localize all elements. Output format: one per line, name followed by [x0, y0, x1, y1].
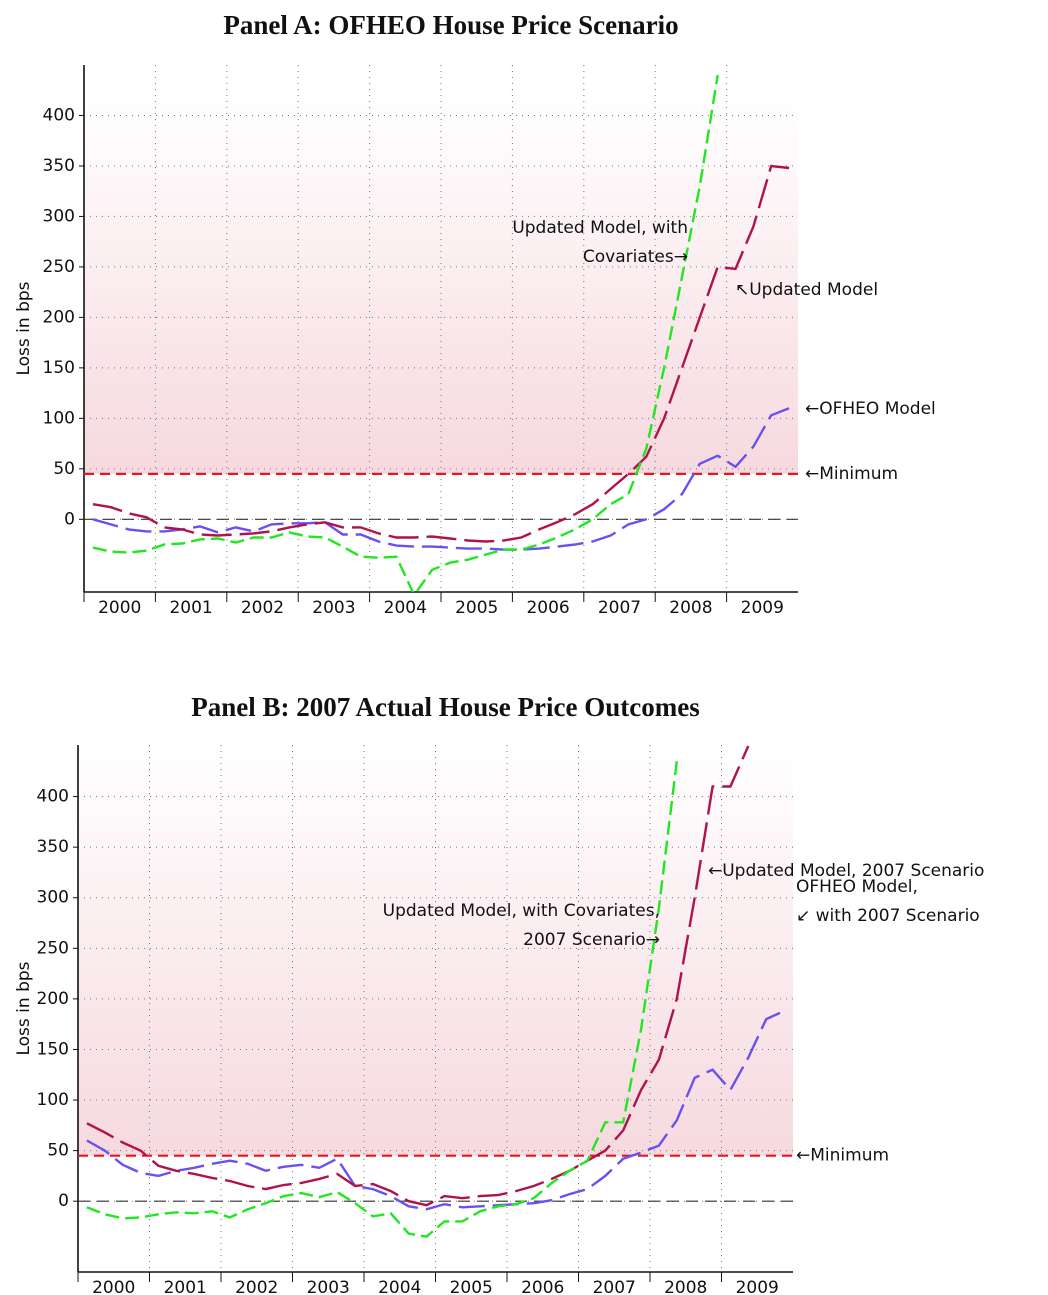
- annotation: ↙ with 2007 Scenario: [796, 906, 980, 926]
- x-tick-label: 2005: [455, 598, 498, 618]
- x-tick-label: 2003: [312, 598, 355, 618]
- y-tick-label: 50: [53, 459, 75, 479]
- x-tick-label: 2004: [378, 1278, 421, 1295]
- y-axis-label: Loss in bps: [14, 281, 34, 375]
- y-tick-label: 250: [43, 257, 75, 277]
- y-tick-label: 0: [58, 1191, 69, 1211]
- x-tick-label: 2009: [741, 598, 784, 618]
- x-tick-label: 2000: [98, 598, 141, 618]
- x-tick-label: 2007: [598, 598, 641, 618]
- reference-label: ←Minimum: [796, 1146, 889, 1166]
- y-tick-label: 400: [43, 105, 75, 125]
- annotation: ←OFHEO Model: [805, 399, 936, 419]
- y-tick-label: 150: [37, 1039, 69, 1059]
- annotation: ↖Updated Model: [735, 280, 878, 300]
- chart-title: Panel A: OFHEO House Price Scenario: [223, 10, 678, 40]
- series-line: [92, 164, 790, 543]
- x-tick-label: 2009: [736, 1278, 779, 1295]
- x-tick-label: 2006: [521, 1278, 564, 1295]
- series-line: [86, 761, 678, 1238]
- series-line: [86, 1009, 785, 1211]
- x-tick-label: 2002: [241, 598, 284, 618]
- y-tick-label: 150: [43, 358, 75, 378]
- annotation: OFHEO Model,: [796, 877, 918, 897]
- y-tick-label: 400: [37, 787, 69, 807]
- y-tick-label: 50: [47, 1141, 69, 1161]
- series-line: [92, 74, 719, 592]
- annotation: Updated Model, with: [512, 218, 688, 238]
- x-tick-label: 2001: [164, 1278, 207, 1295]
- annotation: 2007 Scenario→: [523, 930, 660, 950]
- x-tick-label: 2002: [235, 1278, 278, 1295]
- annotation: ←Updated Model, 2007 Scenario: [708, 861, 984, 881]
- y-tick-label: 250: [37, 938, 69, 958]
- x-tick-label: 2003: [307, 1278, 350, 1295]
- y-tick-label: 0: [64, 509, 75, 529]
- x-tick-label: 2008: [669, 598, 712, 618]
- shaded-region: [84, 95, 798, 474]
- x-tick-label: 2000: [92, 1278, 135, 1295]
- y-tick-label: 350: [37, 837, 69, 857]
- x-tick-label: 2006: [526, 598, 569, 618]
- y-tick-label: 100: [43, 408, 75, 428]
- x-tick-label: 2004: [384, 598, 427, 618]
- y-tick-label: 300: [43, 206, 75, 226]
- reference-label: ←Minimum: [805, 464, 898, 484]
- series-line: [86, 745, 750, 1207]
- y-tick-label: 350: [43, 156, 75, 176]
- y-tick-label: 300: [37, 888, 69, 908]
- annotation: Covariates→: [583, 247, 688, 267]
- y-tick-label: 200: [37, 989, 69, 1009]
- series-line: [92, 407, 790, 551]
- y-axis-label: Loss in bps: [14, 961, 34, 1055]
- x-tick-label: 2008: [664, 1278, 707, 1295]
- annotation: Updated Model, with Covariates,: [383, 901, 660, 921]
- x-tick-label: 2001: [169, 598, 212, 618]
- y-tick-label: 200: [43, 307, 75, 327]
- y-tick-label: 100: [37, 1090, 69, 1110]
- chart-title: Panel B: 2007 Actual House Price Outcome…: [191, 692, 699, 722]
- x-tick-label: 2007: [593, 1278, 636, 1295]
- x-tick-label: 2005: [450, 1278, 493, 1295]
